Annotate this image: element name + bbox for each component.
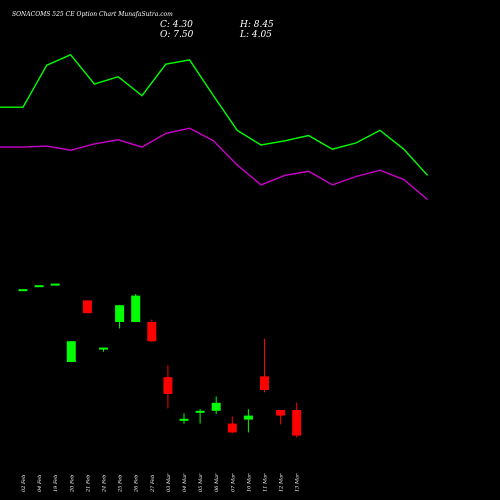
- date-label: 04 Feb: [37, 475, 43, 492]
- low-value: L: 4.05: [239, 30, 272, 40]
- lower-indicator-line: [0, 127, 429, 201]
- candle-body: [18, 289, 28, 292]
- date-axis: 02 Feb 04 Feb 19 Feb 20 Feb 21 Feb 24 Feb 25 F…: [21, 473, 301, 493]
- date-label: 20 Feb: [69, 475, 75, 493]
- date-label: 02 Feb: [21, 475, 27, 492]
- date-label: 19 Feb: [53, 475, 59, 492]
- date-label: 24 Feb: [102, 475, 108, 493]
- indicator-lines: [0, 53, 429, 201]
- candle-body: [179, 418, 189, 421]
- date-label: 12 Mar: [279, 473, 285, 492]
- candle-body: [227, 423, 237, 433]
- candles-group: [18, 283, 302, 438]
- candle-body: [292, 410, 302, 436]
- date-label: 25 Feb: [118, 475, 124, 493]
- date-label: 21 Feb: [85, 475, 91, 493]
- candle-body: [260, 376, 269, 390]
- date-label: 26 Feb: [134, 475, 140, 493]
- candle-body: [211, 402, 221, 411]
- candle-body: [115, 305, 125, 322]
- candle-body: [50, 283, 60, 286]
- candle-body: [66, 341, 76, 362]
- candle-body: [243, 415, 253, 420]
- date-label: 04 Mar: [182, 473, 188, 492]
- candle-body: [276, 410, 286, 416]
- date-label: 03 Mar: [166, 473, 172, 492]
- date-label: 10 Mar: [246, 473, 252, 492]
- candle-body: [82, 300, 92, 314]
- candle-body: [195, 410, 205, 413]
- date-label: 07 Mar: [230, 473, 236, 492]
- date-label: 27 Feb: [150, 475, 156, 493]
- candle-body: [131, 295, 141, 322]
- date-label: 06 Mar: [214, 473, 220, 492]
- upper-indicator-line: [0, 53, 429, 176]
- date-label: 13 Mar: [295, 473, 301, 492]
- open-value: O: 7.50: [160, 30, 194, 40]
- close-value: C: 4.30: [160, 20, 193, 30]
- chart-title: SONACOMS 525 CE Option Chart MunafaSutra…: [12, 11, 173, 18]
- date-label: 11 Mar: [263, 473, 269, 492]
- candle-body: [147, 322, 157, 342]
- date-label: 05 Mar: [198, 473, 204, 492]
- candle-body: [34, 285, 44, 288]
- high-value: H: 8.45: [239, 20, 274, 30]
- candle-body: [99, 347, 108, 350]
- candle-body: [163, 377, 173, 394]
